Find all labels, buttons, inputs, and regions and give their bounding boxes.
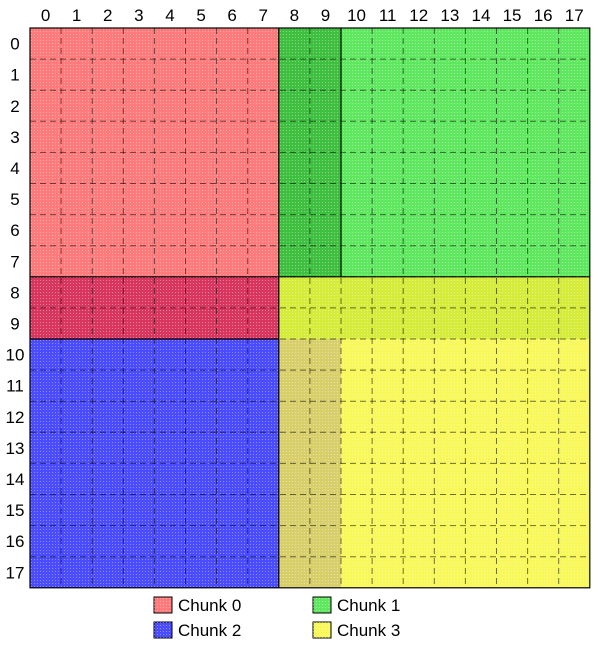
legend: Chunk 0 Chunk 1 Chunk 2 Chunk 3	[153, 596, 400, 640]
column-label: 6	[227, 6, 236, 25]
row-label: 16	[6, 532, 25, 551]
legend-label: Chunk 3	[337, 621, 400, 640]
column-label: 17	[565, 6, 584, 25]
legend-swatch-texture	[154, 597, 172, 613]
column-label: 8	[290, 6, 299, 25]
grid-frame	[29, 27, 591, 589]
row-label: 17	[6, 563, 25, 582]
legend-label: Chunk 1	[337, 596, 400, 615]
column-label: 12	[409, 6, 428, 25]
row-label: 7	[10, 252, 19, 271]
column-label: 16	[534, 6, 553, 25]
legend-item-chunk-1: Chunk 1	[312, 596, 400, 615]
column-label: 14	[471, 6, 490, 25]
row-label: 12	[6, 408, 25, 427]
legend-label: Chunk 0	[178, 596, 241, 615]
legend-item-chunk-0: Chunk 0	[153, 596, 241, 615]
legend-swatch-texture	[154, 622, 172, 638]
row-label: 5	[10, 190, 19, 209]
column-label: 9	[321, 6, 330, 25]
column-label: 0	[41, 6, 50, 25]
row-label: 6	[10, 221, 19, 240]
row-label: 14	[6, 470, 25, 489]
chunk-borders	[30, 28, 590, 588]
column-label: 13	[440, 6, 459, 25]
legend-item-chunk-3: Chunk 3	[312, 621, 400, 640]
row-label: 13	[6, 439, 25, 458]
row-label: 10	[6, 346, 25, 365]
legend-swatch-texture	[313, 597, 331, 613]
column-label: 5	[196, 6, 205, 25]
row-label: 8	[10, 283, 19, 302]
row-label: 1	[10, 66, 19, 85]
column-labels: 0 1 2 3 4 5 6 7 8 9 10 11 12 13 14 15 16 17	[41, 6, 584, 25]
row-label: 0	[10, 35, 19, 54]
column-label: 3	[134, 6, 143, 25]
column-label: 1	[72, 6, 81, 25]
row-label: 9	[10, 314, 19, 333]
legend-label: Chunk 2	[178, 621, 241, 640]
row-label: 4	[10, 159, 19, 178]
column-label: 7	[259, 6, 268, 25]
column-label: 10	[347, 6, 366, 25]
column-label: 4	[165, 6, 174, 25]
column-label: 2	[103, 6, 112, 25]
column-label: 11	[379, 6, 397, 25]
legend-swatch-texture	[313, 622, 331, 638]
row-label: 2	[10, 97, 19, 116]
legend-item-chunk-2: Chunk 2	[153, 621, 241, 640]
row-label: 15	[6, 501, 25, 520]
row-label: 3	[10, 128, 19, 147]
row-label: 11	[6, 377, 24, 396]
column-label: 15	[503, 6, 522, 25]
